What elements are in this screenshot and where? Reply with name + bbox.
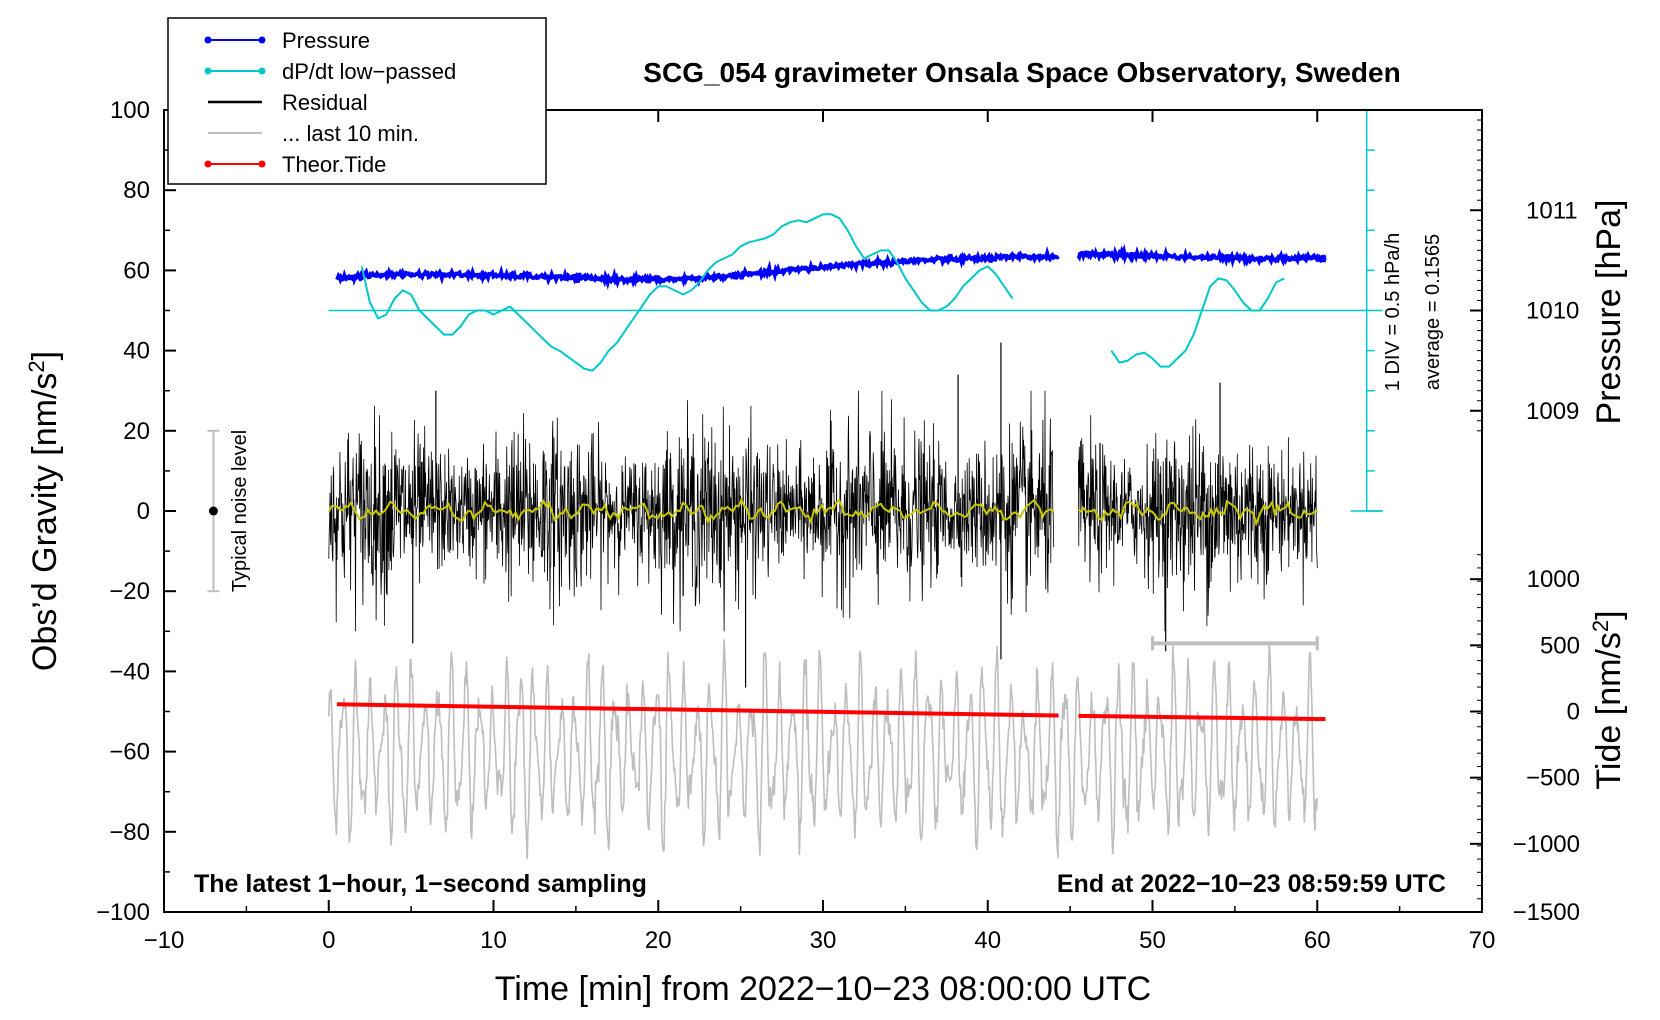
- y-tick-label: −40: [109, 658, 150, 685]
- y-axis-title-tide-main: Tide [nm/s: [1590, 632, 1628, 789]
- x-tick-label: 0: [322, 927, 335, 954]
- y-axis-title-tide: Tide [nm/s2]: [1588, 610, 1628, 789]
- last10-trace-layer: [328, 639, 1319, 860]
- legend-label: Residual: [282, 90, 368, 115]
- x-tick-label: 20: [645, 927, 672, 954]
- y-tick-label: 100: [110, 97, 150, 124]
- tide-tick-label: −1000: [1513, 831, 1580, 858]
- legend-marker: [258, 160, 266, 168]
- y-axis-title-left-sup: 2: [24, 360, 49, 372]
- legend: Pressure dP/dt low−passed Residual ... last…: [167, 17, 547, 185]
- tide-line-segment: [1078, 713, 1326, 722]
- noise-level-label: Typical noise level: [229, 430, 251, 592]
- axes-layer: −10 0 10 20 30 40 50 60 70100806040200−20−40−60−…: [96, 97, 1580, 954]
- dpdt-line-segment: [360, 213, 1014, 372]
- y-tick-label: 60: [123, 257, 150, 284]
- decor-layer: [207, 109, 1383, 651]
- last10-trace-line: [328, 639, 1319, 860]
- legend-marker: [258, 67, 266, 75]
- y-axis-title-left-main: Obs’d Gravity [nm/s: [26, 373, 64, 672]
- y-tick-label: −80: [109, 819, 150, 846]
- x-axis-title: Time [min] from 2022−10−23 08:00:00 UTC: [495, 970, 1151, 1008]
- smoothed-residual-layer: [327, 497, 1318, 527]
- legend-marker: [204, 160, 212, 168]
- tide-line-segment: [336, 702, 1059, 718]
- x-tick-label: −10: [144, 927, 185, 954]
- dpdt-scale-average-label: average = 0.1565: [1422, 234, 1444, 390]
- y-tick-label: 40: [123, 338, 150, 365]
- y-tick-label: 0: [137, 498, 150, 525]
- pressure-line-segment: [1076, 243, 1327, 269]
- residual-line-segment: [328, 390, 1055, 632]
- legend-entries: Pressure dP/dt low−passed Residual ... last…: [204, 28, 456, 177]
- smoothed-residual-segment: [1077, 499, 1318, 527]
- y-axis-title-left: Obs’d Gravity [nm/s2]: [24, 351, 64, 671]
- x-tick-label: 40: [974, 927, 1001, 954]
- tide-tick-label: 0: [1567, 699, 1580, 726]
- noise-bar-dot: [208, 506, 218, 516]
- residual-layer: [328, 342, 1318, 688]
- x-tick-label: 70: [1469, 927, 1496, 954]
- pressure-tick-label: 1009: [1526, 398, 1579, 425]
- y-axis-title-left-end: ]: [26, 351, 64, 360]
- annotation-sampling: The latest 1−hour, 1−second sampling: [194, 870, 647, 898]
- annotation-end-time: End at 2022−10−23 08:59:59 UTC: [1057, 870, 1446, 898]
- y-tick-label: −100: [96, 899, 150, 926]
- y-axis-title-tide-end: ]: [1590, 610, 1628, 619]
- pressure-tick-label: 1010: [1526, 298, 1579, 325]
- tide-tick-label: −1500: [1513, 899, 1580, 926]
- pressure-line-segment: [335, 245, 1060, 290]
- x-tick-label: 50: [1139, 927, 1166, 954]
- y-tick-label: 20: [123, 418, 150, 445]
- dpdt-scale-division-label: 1 DIV = 0.5 hPa/h: [1382, 233, 1404, 391]
- legend-label: dP/dt low−passed: [282, 59, 456, 84]
- y-tick-label: −60: [109, 739, 150, 766]
- tide-tick-label: 1000: [1527, 566, 1580, 593]
- dpdt-line-segment: [1110, 277, 1285, 368]
- residual-line-segment: [1078, 415, 1318, 632]
- legend-label: Pressure: [282, 28, 370, 53]
- y-axis-title-pressure: Pressure [hPa]: [1590, 200, 1628, 425]
- legend-marker: [258, 36, 266, 44]
- legend-label: Theor.Tide: [282, 152, 386, 177]
- x-tick-label: 30: [810, 927, 837, 954]
- legend-marker: [204, 67, 212, 75]
- tide-tick-label: 500: [1540, 632, 1580, 659]
- y-axis-title-tide-sup: 2: [1588, 620, 1613, 632]
- series-layer: [328, 213, 1367, 722]
- pressure-tick-label: 1011: [1526, 197, 1578, 224]
- legend-label: ... last 10 min.: [282, 121, 419, 146]
- x-tick-label: 60: [1304, 927, 1331, 954]
- tide-tick-label: −500: [1526, 765, 1580, 792]
- smoothed-residual-segment: [327, 497, 1055, 526]
- y-tick-label: −20: [109, 578, 150, 605]
- chart-title: SCG_054 gravimeter Onsala Space Observat…: [643, 57, 1400, 88]
- legend-marker: [204, 36, 212, 44]
- y-tick-label: 80: [123, 177, 150, 204]
- x-tick-label: 10: [480, 927, 507, 954]
